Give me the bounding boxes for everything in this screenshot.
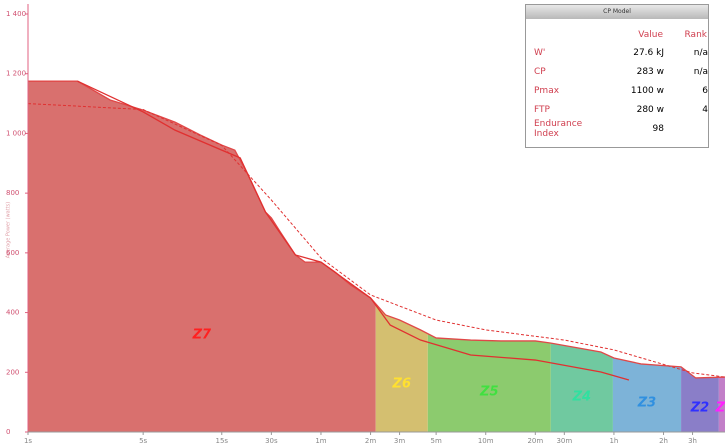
panel-cell: 280 w xyxy=(636,104,664,115)
x-tick-label: 5m xyxy=(430,437,441,445)
zone-label: Z4 xyxy=(572,390,591,405)
zone-label: Z1 xyxy=(715,401,725,416)
panel-cell: Pmax xyxy=(534,85,560,96)
x-tick-label: 20m xyxy=(527,437,543,445)
x-tick-label: 2m xyxy=(365,437,376,445)
y-tick-label: 400 xyxy=(6,309,19,317)
y-tick-label: 1 200 xyxy=(6,70,26,78)
y-tick-label: 200 xyxy=(6,368,19,376)
comparison-curve xyxy=(77,80,630,381)
y-tick-label: 1 400 xyxy=(6,10,26,18)
x-tick-label: 1m xyxy=(315,437,326,445)
blank xyxy=(534,27,604,43)
panel-row: W' 27.6 kJ n/a xyxy=(534,43,708,62)
x-tick-label: 3m xyxy=(394,437,405,445)
zone-band xyxy=(28,81,376,432)
x-tick-label: 2h xyxy=(659,437,668,445)
cp-model-panel: CP Model Value Rank W' 27.6 kJ n/a CP 283 w n/a… xyxy=(525,4,709,148)
zone-band xyxy=(375,81,428,432)
panel-cell: 27.6 kJ xyxy=(633,47,664,58)
panel-row: CP 283 w n/a xyxy=(534,62,708,81)
zone-label: Z6 xyxy=(392,377,411,392)
zone-label: Z5 xyxy=(479,385,498,400)
panel-table: Value Rank W' 27.6 kJ n/a CP 283 w n/a Pmax 1100 … xyxy=(534,27,708,139)
y-tick-label: 600 xyxy=(6,249,19,257)
x-tick-label: 10m xyxy=(478,437,494,445)
x-tick-label: 30m xyxy=(556,437,572,445)
y-tick-label: 800 xyxy=(6,189,19,197)
zone-label: Z7 xyxy=(192,328,212,343)
panel-cell: 283 w xyxy=(636,66,664,77)
x-tick-label: 15s xyxy=(215,437,228,445)
panel-cell: 4 xyxy=(702,104,708,115)
zone-label: Z3 xyxy=(637,396,656,411)
panel-cell: W' xyxy=(534,47,546,58)
x-tick-label: 1s xyxy=(24,437,32,445)
panel-cell: n/a xyxy=(693,47,708,58)
column-header: Value xyxy=(638,30,663,40)
panel-cell: FTP xyxy=(534,104,550,115)
panel-row: Endurance Index 98 xyxy=(534,119,708,139)
x-tick-label: 30s xyxy=(265,437,278,445)
panel-row: FTP 280 w 4 xyxy=(534,100,708,119)
panel-title: CP Model xyxy=(526,5,708,19)
panel-row: Pmax 1100 w 6 xyxy=(534,81,708,100)
y-axis-title: Average Power (watts) xyxy=(6,202,12,258)
column-header: Rank xyxy=(684,30,708,40)
panel-cell: Endurance Index xyxy=(534,119,583,139)
cp-model-curve xyxy=(27,103,725,378)
panel-cell: 98 xyxy=(652,124,664,134)
y-tick-label: 0 xyxy=(6,428,10,436)
panel-cell: n/a xyxy=(693,66,708,77)
header-row: Value Rank xyxy=(534,27,708,43)
y-tick-label: 1 000 xyxy=(6,129,26,137)
panel-cell: 6 xyxy=(702,85,708,96)
panel-cell: 1100 w xyxy=(630,85,664,96)
zone-label: Z2 xyxy=(690,401,709,416)
zone-band xyxy=(718,81,725,432)
x-tick-label: 5s xyxy=(139,437,147,445)
x-tick-label: 1h xyxy=(609,437,618,445)
x-tick-label: 3h xyxy=(688,437,697,445)
panel-cell: CP xyxy=(534,66,546,77)
